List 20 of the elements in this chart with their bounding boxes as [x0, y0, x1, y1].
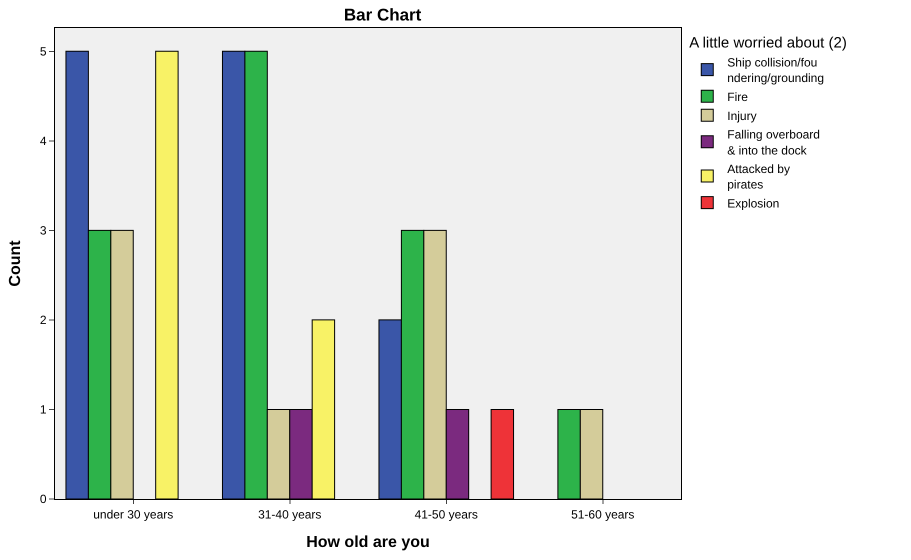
x-tick-label: 31-40 years: [258, 507, 322, 522]
x-axis-title: How old are you: [306, 534, 430, 552]
legend-label: Ship collision/foundering/grounding: [727, 55, 824, 86]
legend-label: Falling overboard & into the dock: [727, 128, 820, 158]
y-tick-label: 2: [40, 313, 47, 328]
chart-title: Bar Chart: [344, 5, 422, 24]
legend-label: Injury: [727, 108, 757, 123]
x-tick-label: 51-60 years: [571, 507, 634, 522]
legend-title: A little worried about (2): [689, 34, 847, 52]
legend-label: Attacked by pirates: [727, 162, 790, 192]
legend-label: Fire: [727, 90, 748, 104]
legend-label: Explosion: [727, 196, 780, 210]
y-axis-title: Count: [6, 240, 24, 287]
y-tick-label: 1: [40, 402, 47, 417]
x-tick-label: 41-50 years: [414, 507, 478, 522]
x-tick-label: under 30 years: [93, 507, 174, 522]
y-tick-label: 0: [40, 492, 47, 506]
y-tick-label: 3: [40, 224, 47, 238]
y-tick-label: 4: [40, 134, 47, 148]
y-tick-label: 5: [40, 44, 47, 58]
